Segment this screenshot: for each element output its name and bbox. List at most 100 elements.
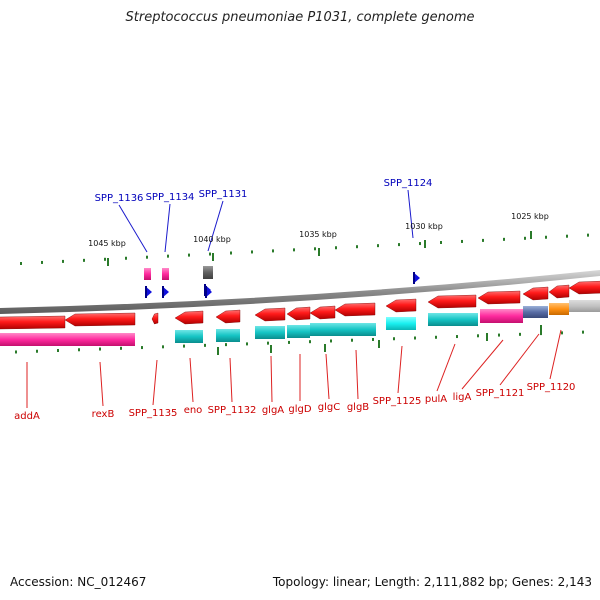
position-dot: [57, 349, 59, 353]
position-dot: [519, 332, 521, 336]
genome-backbone: [0, 270, 600, 314]
cds-bar-cyan: [310, 323, 376, 336]
position-dot: [545, 235, 547, 239]
position-dot: [582, 330, 584, 334]
gene-arrow: [64, 312, 136, 327]
major-tick: [107, 258, 109, 266]
position-dot: [419, 242, 421, 246]
cds-bar-cyan: [175, 330, 203, 343]
bottom-gene-label: glgC: [318, 402, 340, 413]
bottom-gene-label: addA: [14, 411, 40, 422]
bottom-leader-line: [99, 361, 104, 407]
position-dot: [99, 347, 101, 351]
position-dot: [62, 259, 64, 263]
bottom-gene-label: rexB: [92, 409, 115, 420]
gene-arrow: [522, 286, 549, 301]
cds-bar-magenta: [0, 333, 135, 346]
bottom-leader-line: [436, 343, 456, 392]
scale-label-1040: 1040 kbp: [193, 235, 231, 244]
cds-bar-gray: [569, 300, 600, 312]
position-dot: [104, 257, 106, 261]
position-dot: [503, 237, 505, 241]
position-dot: [225, 343, 227, 347]
gene-arrow: [427, 294, 477, 309]
bottom-gene-label: SPP_1132: [208, 405, 257, 416]
position-dot: [461, 239, 463, 243]
top-gene-label: SPP_1136: [95, 193, 144, 204]
position-dot: [15, 350, 17, 354]
cds-bar-orange: [549, 303, 569, 315]
position-dot: [440, 241, 442, 244]
bottom-leader-line: [499, 333, 540, 386]
position-dot: [162, 345, 164, 349]
cds-bar-cyan: [255, 326, 285, 339]
gene-features: [0, 266, 600, 346]
gene-arrow: [151, 312, 159, 325]
bottom-gene-label: SPP_1120: [527, 382, 576, 393]
position-dot: [314, 247, 316, 251]
bottom-leader-line: [325, 353, 330, 400]
major-tick: [324, 344, 326, 352]
bottom-leader-line: [229, 357, 233, 403]
bottom-leader-line: [189, 357, 194, 403]
major-tick: [530, 231, 532, 239]
position-dots: [15, 231, 589, 355]
bottom-gene-label: SPP_1121: [476, 388, 525, 399]
gene-arrow: [254, 307, 286, 322]
position-dot: [293, 248, 295, 252]
position-dot: [188, 253, 190, 257]
position-dot: [120, 346, 122, 350]
position-dot: [36, 349, 38, 353]
scale-label-1030: 1030 kbp: [405, 222, 443, 231]
cds-bar-cyan: [287, 325, 310, 338]
strand-marker-stem: [145, 286, 147, 298]
scale-label-1035: 1035 kbp: [299, 230, 337, 239]
position-dot: [524, 236, 526, 240]
position-dot: [477, 334, 479, 338]
major-tick: [212, 253, 214, 261]
position-dot: [204, 343, 206, 347]
position-dot: [561, 331, 563, 335]
position-dot: [398, 243, 400, 247]
position-dot: [356, 245, 358, 249]
gene-arrow: [334, 302, 376, 317]
top-feature-magenta: [162, 268, 169, 280]
bottom-gene-label: SPP_1125: [373, 396, 422, 407]
gene-arrow: [477, 290, 521, 305]
top-gene-label: SPP_1134: [146, 192, 195, 203]
major-tick: [486, 333, 488, 341]
position-dot: [209, 252, 211, 256]
cds-bar-cyan: [216, 329, 240, 342]
top-feature-magenta: [144, 268, 151, 280]
major-tick: [378, 340, 380, 348]
major-tick: [540, 325, 542, 333]
bottom-leader-line: [270, 355, 273, 403]
bottom-gene-label: glgD: [288, 404, 311, 415]
top-leader-line: [118, 204, 148, 253]
position-dot: [372, 337, 374, 341]
gene-arrow: [0, 315, 66, 330]
major-tick: [217, 347, 219, 355]
position-dot: [393, 337, 395, 341]
major-tick: [424, 240, 426, 248]
position-dot: [414, 336, 416, 340]
bottom-leader-line: [461, 339, 504, 390]
position-dot: [246, 342, 248, 346]
position-dot: [146, 255, 148, 259]
cds-bar-bright-cyan: [386, 317, 416, 330]
gene-arrow: [568, 280, 600, 295]
position-dot: [482, 238, 484, 242]
major-tick: [270, 345, 272, 353]
top-leader-line: [207, 200, 224, 252]
position-dot: [309, 340, 311, 344]
position-dot: [83, 258, 85, 262]
position-dot: [335, 246, 337, 250]
bottom-gene-label: glgA: [262, 405, 284, 416]
bottom-gene-label: pulA: [425, 394, 447, 405]
position-dot: [267, 341, 269, 345]
position-dot: [377, 244, 379, 248]
position-dot: [288, 340, 290, 344]
cds-bar-magenta: [480, 309, 523, 323]
position-dot: [141, 346, 143, 350]
